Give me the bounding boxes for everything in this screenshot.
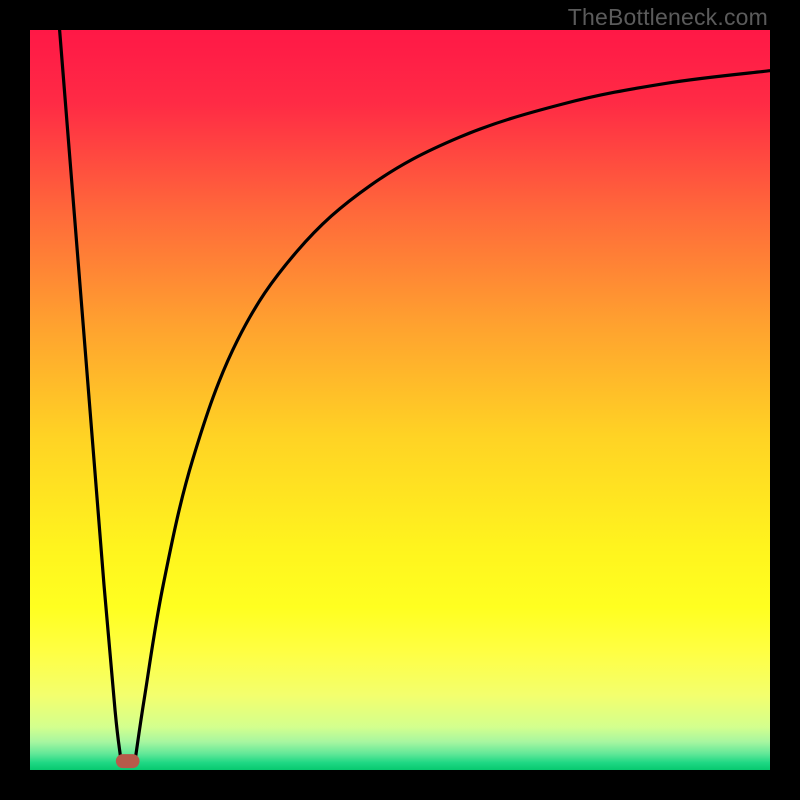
minimum-marker bbox=[116, 754, 140, 768]
chart-frame: TheBottleneck.com bbox=[0, 0, 800, 800]
gradient-background bbox=[30, 30, 770, 770]
watermark-text: TheBottleneck.com bbox=[568, 4, 768, 31]
plot-area bbox=[30, 30, 770, 770]
chart-svg bbox=[30, 30, 770, 770]
